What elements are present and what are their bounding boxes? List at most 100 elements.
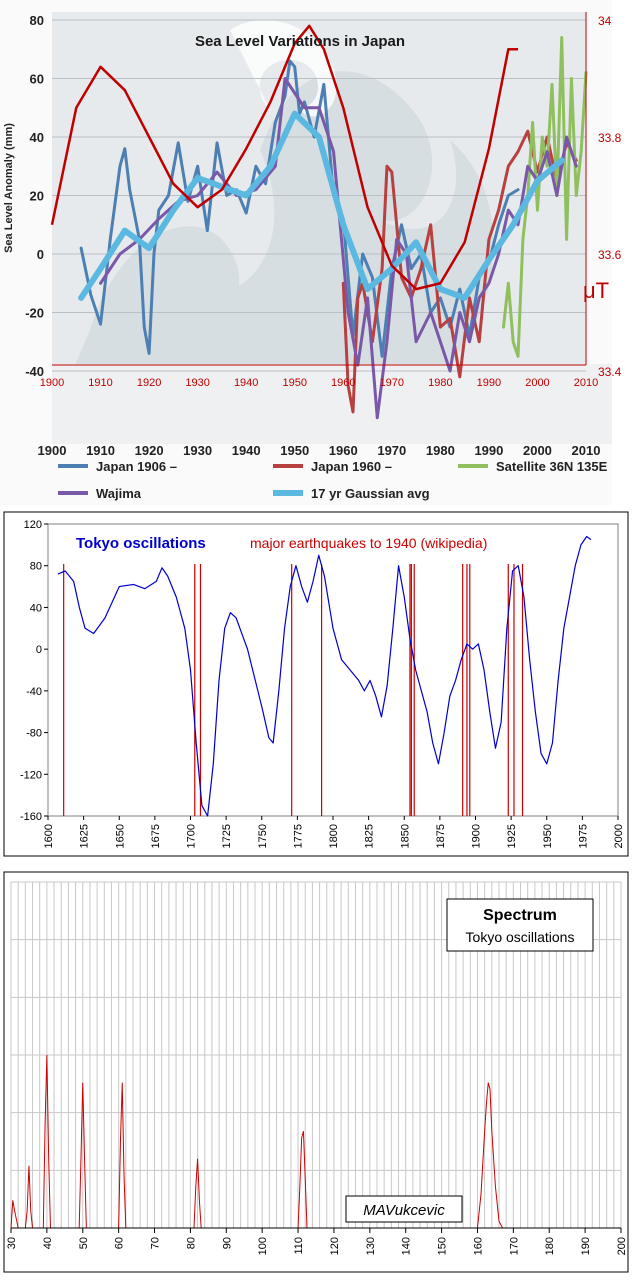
y-tick-label: 60 [30,72,44,87]
series-layer [50,24,588,420]
series-spectrum [10,1054,504,1229]
y-tick-label: 40 [30,602,42,614]
series-geomagnetic-field [50,24,519,291]
y-tick-label: 80 [30,561,42,573]
y2-tick-label: 34 [598,14,612,28]
grid [10,881,622,1229]
y-tick-label: 120 [24,519,42,531]
legend-label: Satellite 36N 135E [496,459,608,474]
chart-title: Spectrum [483,907,557,924]
x-tick-label: 1950 [542,824,554,848]
x-tick-label: 180 [544,1237,556,1255]
x-tick-label: 1825 [364,824,376,848]
y-tick-label: 0 [37,247,44,262]
spectrum-chart: 30 40 50 60 70 80 90 100 110 120 130 140 150 160 170 18… [3,871,629,1273]
y2-tick-label: 33.6 [598,248,622,262]
x2-tick-label: 1950 [282,377,306,389]
x-tick-label: 1900 [38,443,67,458]
x2-tick-label: 2000 [525,377,549,389]
x2-tick-label: 1980 [428,377,452,389]
legend-label: Wajima [96,486,142,501]
x-tick-label: 50 [78,1237,90,1249]
x-tick-label: 90 [221,1237,233,1249]
y-axis-label: Sea Level Anomaly (mm) [3,123,15,253]
y-tick-label: -80 [26,728,42,740]
y-tick-label: -20 [25,306,44,321]
axes: 806040200-20-401900190019101910192019201… [25,12,622,458]
y-tick-label: 40 [30,130,44,145]
x-tick-label: 150 [437,1237,449,1255]
x2-tick-label: 1990 [477,377,501,389]
lower-background [52,364,612,444]
x-tick-label: 1875 [435,824,447,848]
x-tick-label: 1970 [377,443,406,458]
x-tick-label: 190 [580,1237,592,1255]
legend-label: Japan 1906 – [96,459,177,474]
wave-foam-decoration [230,20,337,117]
y-tick-label: -40 [25,364,44,379]
x-tick-label: 1625 [79,824,91,848]
legend: Japan 1906 – Japan 1960 – Satellite 36N 13… [58,459,608,501]
x-tick-label: 40 [42,1237,54,1249]
spectrum-panel: 30 40 50 60 70 80 90 100 110 120 130 140 150 160 170 18… [0,870,632,1277]
y2-axis-unit: μT [583,278,609,303]
chart-subtitle: major earthquakes to 1940 (wikipedia) [250,535,487,551]
x-tick-label: 1750 [257,824,269,848]
x-tick-label: 1940 [232,443,261,458]
x-tick-label: 2000 [613,824,625,848]
y-tick-label: -160 [20,811,42,823]
x-tick-label: 1930 [183,443,212,458]
x-tick-label: 1600 [43,824,55,848]
x2-tick-label: 2010 [574,377,598,389]
x2-tick-label: 1930 [185,377,209,389]
legend-label: 17 yr Gaussian avg [311,486,430,501]
watermark: MAVukcevic [363,1202,445,1219]
x-tick-label: 60 [114,1237,126,1249]
x-tick-label: 2010 [572,443,601,458]
x-tick-label: 1920 [135,443,164,458]
x2-tick-label: 1910 [88,377,112,389]
x2-tick-label: 1920 [137,377,161,389]
series-layer [57,535,592,817]
x-tick-label: 1900 [471,824,483,848]
x-tick-label: 1675 [150,824,162,848]
x-tick-label: 30 [6,1237,18,1249]
legend-label: Japan 1960 – [311,459,392,474]
chart-subtitle: Tokyo oscillations [466,929,575,945]
x-tick-label: 1960 [329,443,358,458]
x-tick-label: 110 [293,1237,305,1255]
y2-tick-label: 33.8 [598,131,622,145]
x-tick-label: 1975 [577,824,589,848]
x-tick-label: 1650 [114,824,126,848]
chart-title: Sea Level Variations in Japan [195,33,405,50]
chart-title: Tokyo oscillations [76,535,206,552]
y2-tick-label: 33.4 [598,365,622,379]
x-tick-label: 130 [365,1237,377,1255]
y-tick-label: 20 [30,189,44,204]
plot-area [47,523,619,817]
x-tick-label: 2000 [523,443,552,458]
y-tick-label: -40 [26,686,42,698]
x-tick-label: 140 [401,1237,413,1255]
x-tick-label: 1700 [186,824,198,848]
x-tick-label: 1910 [86,443,115,458]
watermark-box [345,1195,463,1223]
x2-tick-label: 1970 [380,377,404,389]
chart-title-box [446,898,594,952]
x-tick-label: 1800 [328,824,340,848]
x-tick-label: 170 [508,1237,520,1255]
axes: 30 40 50 60 70 80 90 100 110 120 130 140 150 160 170 18… [6,1227,628,1255]
x2-tick-label: 1900 [40,377,64,389]
series-17-yr-gaussian-avg [78,110,565,301]
x-tick-label: 1850 [399,824,411,848]
x2-tick-label: 1940 [234,377,258,389]
series-tokyo-oscillations [57,535,592,817]
y-tick-label: 0 [36,644,42,656]
y-tick-label: 80 [30,13,44,28]
x-tick-label: 80 [185,1237,197,1249]
tokyo-oscillations-panel: 120 80 40 0 -40 -80 -120 -160 1600 1625 1650 1675 17… [0,510,632,860]
x-tick-label: 1925 [506,824,518,848]
x-tick-label: 160 [472,1237,484,1255]
series-layer [10,1054,504,1229]
